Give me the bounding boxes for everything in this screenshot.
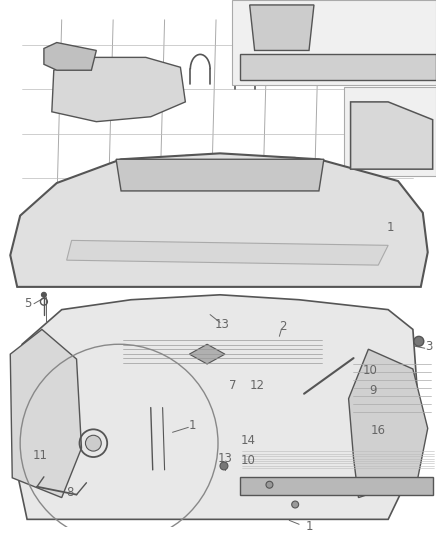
Polygon shape xyxy=(189,344,225,364)
Polygon shape xyxy=(44,43,96,70)
Polygon shape xyxy=(232,0,436,85)
Text: 10: 10 xyxy=(240,454,255,466)
Circle shape xyxy=(220,462,228,470)
Circle shape xyxy=(42,292,46,297)
Text: 13: 13 xyxy=(218,451,233,465)
Circle shape xyxy=(266,481,273,488)
Polygon shape xyxy=(52,58,185,122)
Circle shape xyxy=(292,501,299,508)
Polygon shape xyxy=(250,5,314,51)
Polygon shape xyxy=(344,87,436,176)
Bar xyxy=(185,155,230,193)
Text: 7: 7 xyxy=(229,379,237,392)
Circle shape xyxy=(85,435,101,451)
Text: 14: 14 xyxy=(240,434,255,447)
Polygon shape xyxy=(10,329,81,498)
Text: 9: 9 xyxy=(370,384,377,397)
Polygon shape xyxy=(67,240,388,265)
Text: 4: 4 xyxy=(328,250,336,263)
Text: 1: 1 xyxy=(386,221,394,234)
Circle shape xyxy=(414,336,424,346)
Text: 1: 1 xyxy=(188,419,196,432)
Polygon shape xyxy=(350,102,433,169)
Polygon shape xyxy=(349,349,428,498)
Polygon shape xyxy=(12,295,418,519)
Bar xyxy=(240,477,433,495)
Text: 8: 8 xyxy=(66,486,73,499)
Polygon shape xyxy=(10,154,428,287)
Text: 16: 16 xyxy=(371,424,386,437)
Text: 2: 2 xyxy=(279,320,287,333)
Text: 3: 3 xyxy=(425,340,432,353)
Polygon shape xyxy=(116,159,324,191)
Text: 1: 1 xyxy=(305,520,313,533)
Text: 13: 13 xyxy=(215,318,230,331)
Polygon shape xyxy=(240,54,436,80)
Text: 10: 10 xyxy=(363,365,378,377)
Text: 5: 5 xyxy=(25,297,32,310)
Bar xyxy=(247,157,295,190)
Text: 12: 12 xyxy=(250,379,265,392)
Text: 11: 11 xyxy=(32,449,47,462)
